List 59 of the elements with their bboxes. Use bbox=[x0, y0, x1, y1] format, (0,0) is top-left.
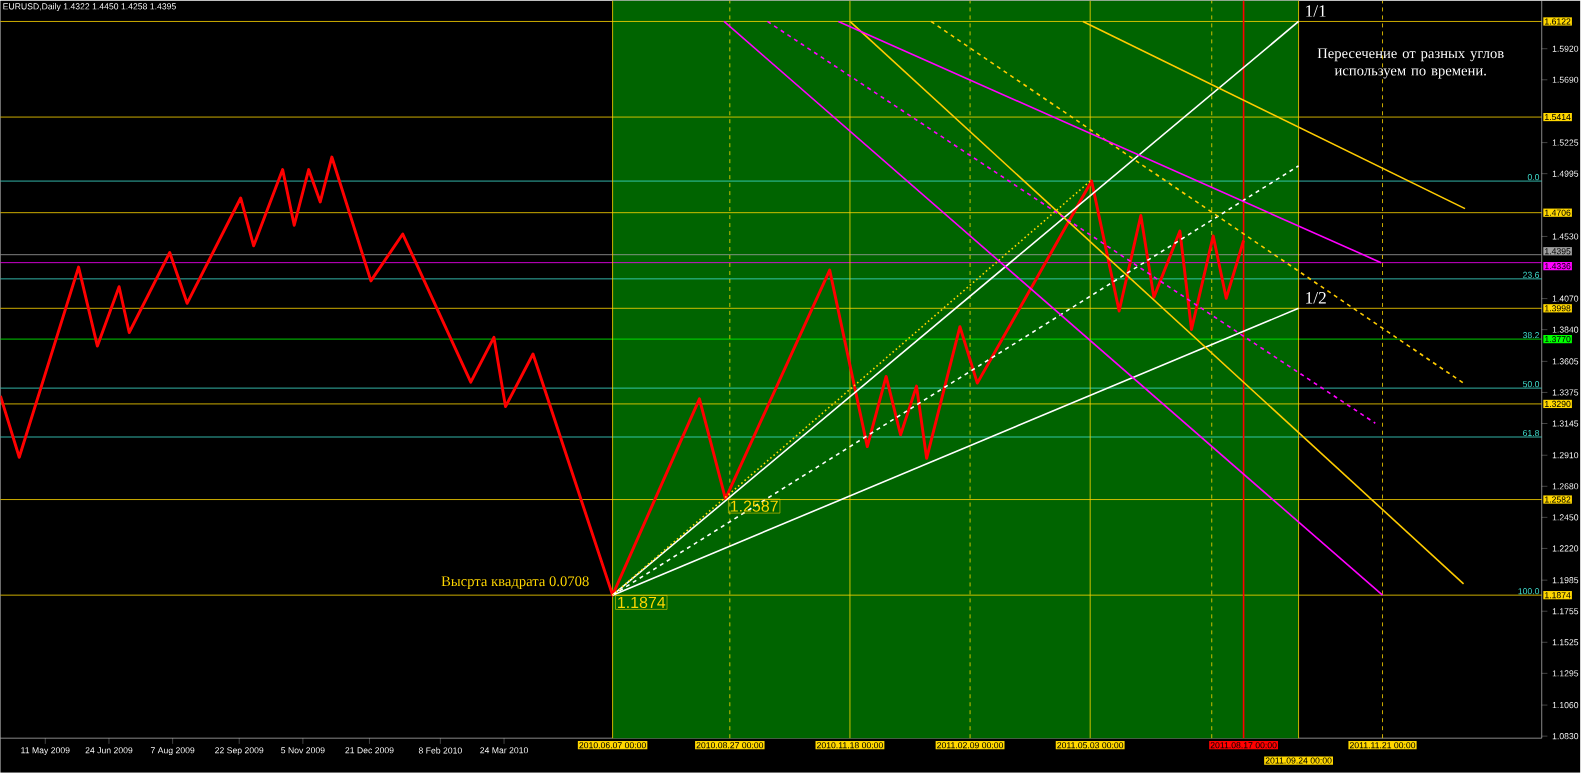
y-tick-label: 1.5920 bbox=[1552, 45, 1579, 52]
ref-line-label: 1.4395 bbox=[1545, 248, 1571, 255]
y-tick-label: 1.1755 bbox=[1552, 608, 1579, 615]
ref-line-label: 1.1874 bbox=[1545, 592, 1571, 599]
x-tick-label: 24 Jun 2009 bbox=[85, 747, 133, 754]
annotation: 50.0 bbox=[1522, 381, 1540, 388]
ref-line-label: 2010.06.07 00:00 bbox=[579, 742, 646, 749]
y-tick-label: 1.3840 bbox=[1552, 326, 1579, 333]
x-tick-label: 21 Dec 2009 bbox=[345, 747, 394, 754]
annotation: 38.2 bbox=[1522, 332, 1540, 339]
ref-line-label: 2011.05.03 00:00 bbox=[1057, 742, 1124, 749]
ref-line-label: 1.3290 bbox=[1545, 400, 1571, 408]
ref-line-label: 2010.08.27 00:00 bbox=[696, 742, 764, 749]
x-tick-label: 24 Mar 2010 bbox=[480, 747, 528, 754]
y-tick-label: 1.2220 bbox=[1552, 545, 1579, 552]
x-tick-label: 8 Feb 2010 bbox=[418, 747, 462, 754]
annotation: 23.6 bbox=[1523, 271, 1540, 279]
y-tick-label: 1.1295 bbox=[1552, 670, 1579, 677]
ref-line-label: 2011.09.24 00:00 bbox=[1265, 757, 1332, 764]
ref-line-label: 2010.11.18 00:00 bbox=[817, 742, 883, 749]
x-tick-label: 7 Aug 2009 bbox=[150, 747, 195, 756]
y-tick-label: 1.1060 bbox=[1552, 702, 1579, 709]
y-tick-label: 1.3375 bbox=[1552, 389, 1579, 396]
ref-line-label: 2011.02.09 00:00 bbox=[937, 742, 1004, 749]
y-tick-label: 1.4070 bbox=[1552, 295, 1579, 302]
y-tick-label: 1.5690 bbox=[1552, 76, 1579, 83]
chart-title: EURUSD,Daily 1.4322 1.4450 1.4258 1.4395 bbox=[3, 3, 176, 12]
annotation: 1.2587 bbox=[730, 500, 778, 512]
ref-line-label: 2011.11.21 00:00 bbox=[1349, 742, 1416, 749]
annotation: Высрта квадрата 0.0708 bbox=[441, 576, 589, 590]
annotation: 61.8 bbox=[1523, 430, 1540, 437]
y-tick-label: 1.4995 bbox=[1552, 170, 1579, 177]
ref-line-label: 1.4336 bbox=[1545, 263, 1571, 270]
y-tick-label: 1.2450 bbox=[1552, 514, 1579, 521]
y-tick-label: 1.3145 bbox=[1552, 420, 1579, 427]
y-tick-label: 1.2680 bbox=[1552, 483, 1579, 490]
ref-line-label: 1.4706 bbox=[1545, 209, 1571, 216]
y-tick-label: 1.1985 bbox=[1552, 577, 1579, 584]
ref-line-label: 1.3770 bbox=[1545, 336, 1571, 343]
ref-line-label: 1.5414 bbox=[1545, 114, 1571, 121]
y-tick-label: 1.5225 bbox=[1552, 139, 1579, 146]
y-tick-label: 1.3605 bbox=[1552, 358, 1579, 365]
annotation: Пересечение от разных углов используем по времени. bbox=[1317, 48, 1504, 79]
y-tick-label: 1.2910 bbox=[1552, 452, 1579, 459]
x-tick-label: 11 May 2009 bbox=[21, 747, 70, 756]
annotation: 1/1 bbox=[1306, 5, 1326, 17]
annotation: 100.0 bbox=[1518, 588, 1540, 595]
x-tick-label: 5 Nov 2009 bbox=[281, 747, 325, 754]
y-tick-label: 1.1525 bbox=[1552, 639, 1579, 646]
annotation: 1/2 bbox=[1306, 292, 1326, 304]
ref-line-label: 2011.08.17 00:00 bbox=[1210, 742, 1277, 749]
y-tick-label: 1.4530 bbox=[1552, 233, 1579, 240]
ref-line-label: 1.2582 bbox=[1545, 496, 1571, 503]
ref-line-label: 1.6122 bbox=[1545, 18, 1571, 25]
x-tick-label: 22 Sep 2009 bbox=[215, 747, 264, 756]
annotation: 1.1874 bbox=[618, 596, 666, 609]
annotation: 0.0 bbox=[1527, 174, 1540, 181]
ref-line-label: 1.3998 bbox=[1545, 305, 1571, 312]
y-tick-label: 1.0830 bbox=[1552, 733, 1579, 740]
